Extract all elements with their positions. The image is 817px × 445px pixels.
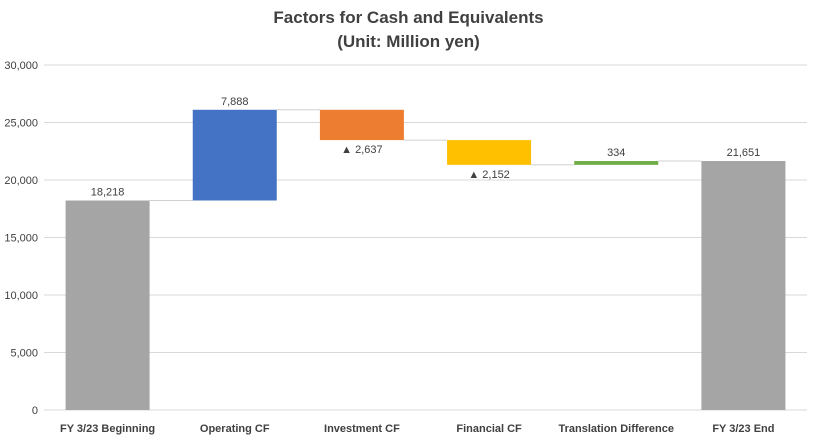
y-tick-label: 30,000 [4, 60, 38, 72]
x-tick-label: Translation Difference [558, 423, 674, 435]
y-tick-label: 10,000 [4, 290, 38, 302]
data-label: ▲ 2,637 [341, 144, 382, 156]
data-label: 334 [607, 147, 625, 159]
bar-3 [447, 140, 532, 165]
bar-0 [65, 200, 150, 410]
chart-subtitle: (Unit: Million yen) [337, 32, 480, 51]
data-label: ▲ 2,152 [468, 169, 509, 181]
bar-1 [192, 109, 277, 201]
x-tick-label: Financial CF [456, 423, 522, 435]
y-tick-label: 0 [32, 405, 38, 417]
y-tick-label: 15,000 [4, 233, 38, 245]
y-tick-label: 25,000 [4, 118, 38, 130]
data-label: 21,651 [727, 147, 761, 159]
y-tick-label: 20,000 [4, 175, 38, 187]
bar-2 [319, 109, 404, 141]
chart-title: Factors for Cash and Equivalents [273, 8, 544, 27]
data-label: 7,888 [221, 96, 249, 108]
x-tick-label: Operating CF [200, 423, 270, 435]
data-label: 18,218 [91, 186, 125, 198]
y-tick-label: 5,000 [10, 348, 38, 360]
x-tick-label: Investment CF [324, 423, 400, 435]
bar-4 [574, 161, 659, 165]
bar-5 [701, 161, 786, 410]
x-tick-label: FY 3/23 End [712, 423, 774, 435]
x-tick-label: FY 3/23 Beginning [60, 423, 155, 435]
